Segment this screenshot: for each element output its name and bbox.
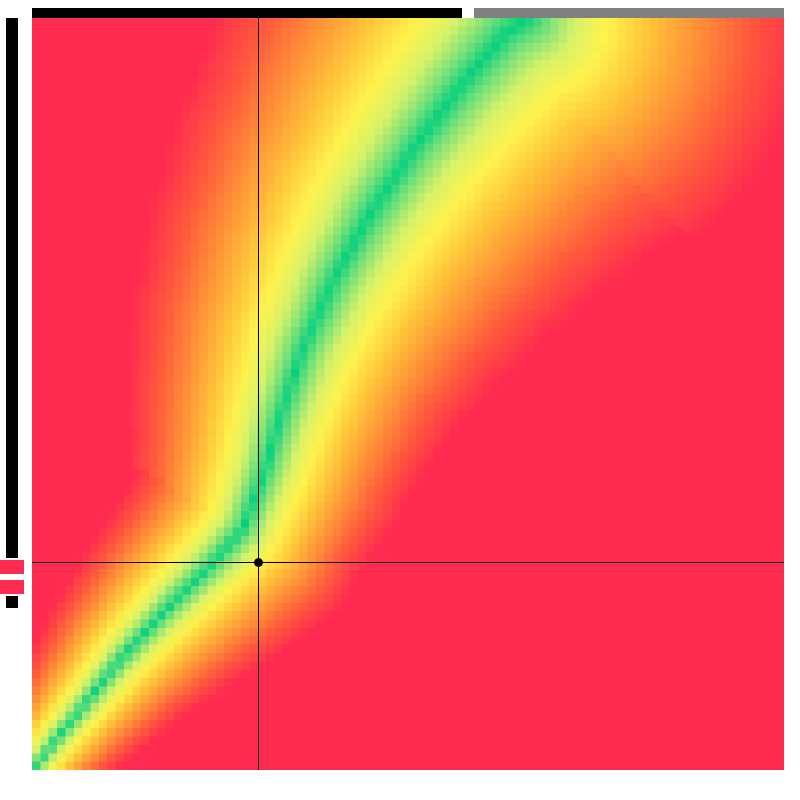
axis-vertical [258, 18, 259, 770]
top-bar-0 [32, 8, 462, 18]
left-red-strip-0 [0, 560, 24, 574]
axis-horizontal [32, 562, 784, 563]
left-bar-1 [6, 596, 18, 608]
left-red-strip-1 [0, 580, 24, 594]
top-bar-1 [474, 8, 784, 18]
heatmap-canvas [32, 18, 784, 770]
left-bar-0 [6, 18, 18, 558]
chart-stage [0, 0, 800, 800]
origin-dot [254, 558, 263, 567]
